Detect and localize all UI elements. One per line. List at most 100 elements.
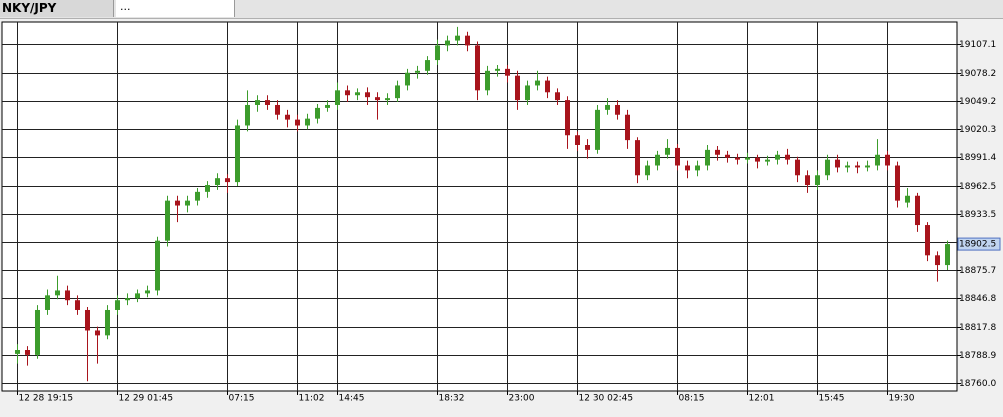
candle-body bbox=[55, 290, 60, 296]
candle-body bbox=[335, 90, 340, 105]
candle-body bbox=[875, 154, 880, 166]
candle-body bbox=[885, 154, 890, 166]
price-label: 18902.5 bbox=[959, 240, 996, 250]
candle-body bbox=[575, 135, 580, 145]
candle-body bbox=[165, 200, 170, 241]
candle-body bbox=[455, 35, 460, 41]
candle-body bbox=[835, 159, 840, 168]
x-tick-label: 11:02 bbox=[299, 394, 325, 404]
candle-body bbox=[555, 92, 560, 101]
candle-body bbox=[155, 240, 160, 291]
y-tick-label: 19020.3 bbox=[959, 125, 996, 135]
candle-body bbox=[95, 330, 100, 336]
candle-body bbox=[245, 104, 250, 126]
candle-body bbox=[515, 75, 520, 101]
candle-body bbox=[845, 165, 850, 168]
candle-body bbox=[645, 165, 650, 176]
candle-body bbox=[755, 157, 760, 162]
candle-body bbox=[365, 92, 370, 98]
y-tick-label: 18817.8 bbox=[959, 323, 996, 333]
candle-body bbox=[745, 157, 750, 160]
y-tick-label: 19078.2 bbox=[959, 69, 996, 79]
candle-body bbox=[705, 149, 710, 166]
candle-body bbox=[695, 165, 700, 171]
y-tick-label: 18788.9 bbox=[959, 351, 996, 361]
candle-body bbox=[525, 85, 530, 101]
x-tick-label: 19:30 bbox=[889, 394, 915, 404]
candle-body bbox=[25, 350, 30, 355]
candle-body bbox=[935, 255, 940, 266]
x-tick-label: 15:45 bbox=[819, 394, 845, 404]
candle-body bbox=[175, 200, 180, 206]
candle-body bbox=[625, 114, 630, 141]
candle-body bbox=[445, 40, 450, 46]
candle-body bbox=[435, 45, 440, 61]
candle-body bbox=[295, 119, 300, 126]
candle-body bbox=[915, 195, 920, 226]
candle-body bbox=[65, 290, 70, 301]
candle-body bbox=[475, 45, 480, 91]
candle-body bbox=[715, 149, 720, 155]
candle-body bbox=[595, 109, 600, 150]
x-tick-label: 18:32 bbox=[439, 394, 465, 404]
candle-body bbox=[495, 68, 500, 71]
y-tick-label: 18933.5 bbox=[959, 210, 996, 220]
symbol-tab[interactable]: NKY/JPY bbox=[0, 0, 114, 17]
y-tick-label: 19049.2 bbox=[959, 97, 996, 107]
candle-body bbox=[195, 191, 200, 201]
candle-body bbox=[675, 147, 680, 166]
candle-body bbox=[305, 118, 310, 126]
candle-body bbox=[425, 60, 430, 71]
candle-body bbox=[795, 159, 800, 176]
candle-body bbox=[325, 104, 330, 108]
candle-body bbox=[125, 298, 130, 301]
candle-body bbox=[505, 68, 510, 76]
candle-body bbox=[855, 165, 860, 168]
candle-body bbox=[375, 97, 380, 101]
candle-body bbox=[465, 35, 470, 46]
candle-body bbox=[285, 114, 290, 120]
x-tick-label: 08:15 bbox=[679, 394, 705, 404]
candle-body bbox=[545, 80, 550, 93]
candle-body bbox=[145, 290, 150, 294]
price-marker bbox=[957, 237, 1001, 251]
candle-body bbox=[385, 98, 390, 101]
candle-body bbox=[105, 309, 110, 336]
candle-body bbox=[735, 157, 740, 160]
candle-body bbox=[15, 350, 20, 354]
x-tick-label: 23:00 bbox=[509, 394, 535, 404]
candle-body bbox=[765, 159, 770, 162]
candle-body bbox=[945, 244, 950, 266]
candle-body bbox=[85, 309, 90, 331]
candle-body bbox=[655, 154, 660, 166]
y-tick-label: 18962.5 bbox=[959, 182, 996, 192]
candle-body bbox=[825, 159, 830, 176]
y-tick-label: 18875.7 bbox=[959, 266, 996, 276]
candle-body bbox=[725, 154, 730, 158]
candle-body bbox=[275, 104, 280, 115]
field[interactable]: ... bbox=[116, 0, 235, 17]
candle-body bbox=[345, 90, 350, 96]
candle-body bbox=[405, 72, 410, 86]
x-tick-label: 14:45 bbox=[339, 394, 365, 404]
candle-body bbox=[925, 225, 930, 256]
candle-body bbox=[565, 100, 570, 136]
candle-body bbox=[605, 104, 610, 110]
candle-body bbox=[115, 300, 120, 310]
candle-body bbox=[635, 140, 640, 176]
candle-body bbox=[685, 165, 690, 171]
candle-body bbox=[535, 80, 540, 86]
candle-body bbox=[415, 70, 420, 73]
candle-body bbox=[315, 107, 320, 119]
candle-body bbox=[235, 125, 240, 183]
x-tick-label: 12 30 02:45 bbox=[579, 394, 634, 404]
candle-body bbox=[45, 295, 50, 310]
y-tick-label: 18991.4 bbox=[959, 153, 996, 163]
candle-body bbox=[615, 104, 620, 115]
x-tick-label: 07:15 bbox=[229, 394, 255, 404]
candle-body bbox=[905, 195, 910, 203]
candle-body bbox=[895, 165, 900, 201]
candle-body bbox=[75, 300, 80, 310]
